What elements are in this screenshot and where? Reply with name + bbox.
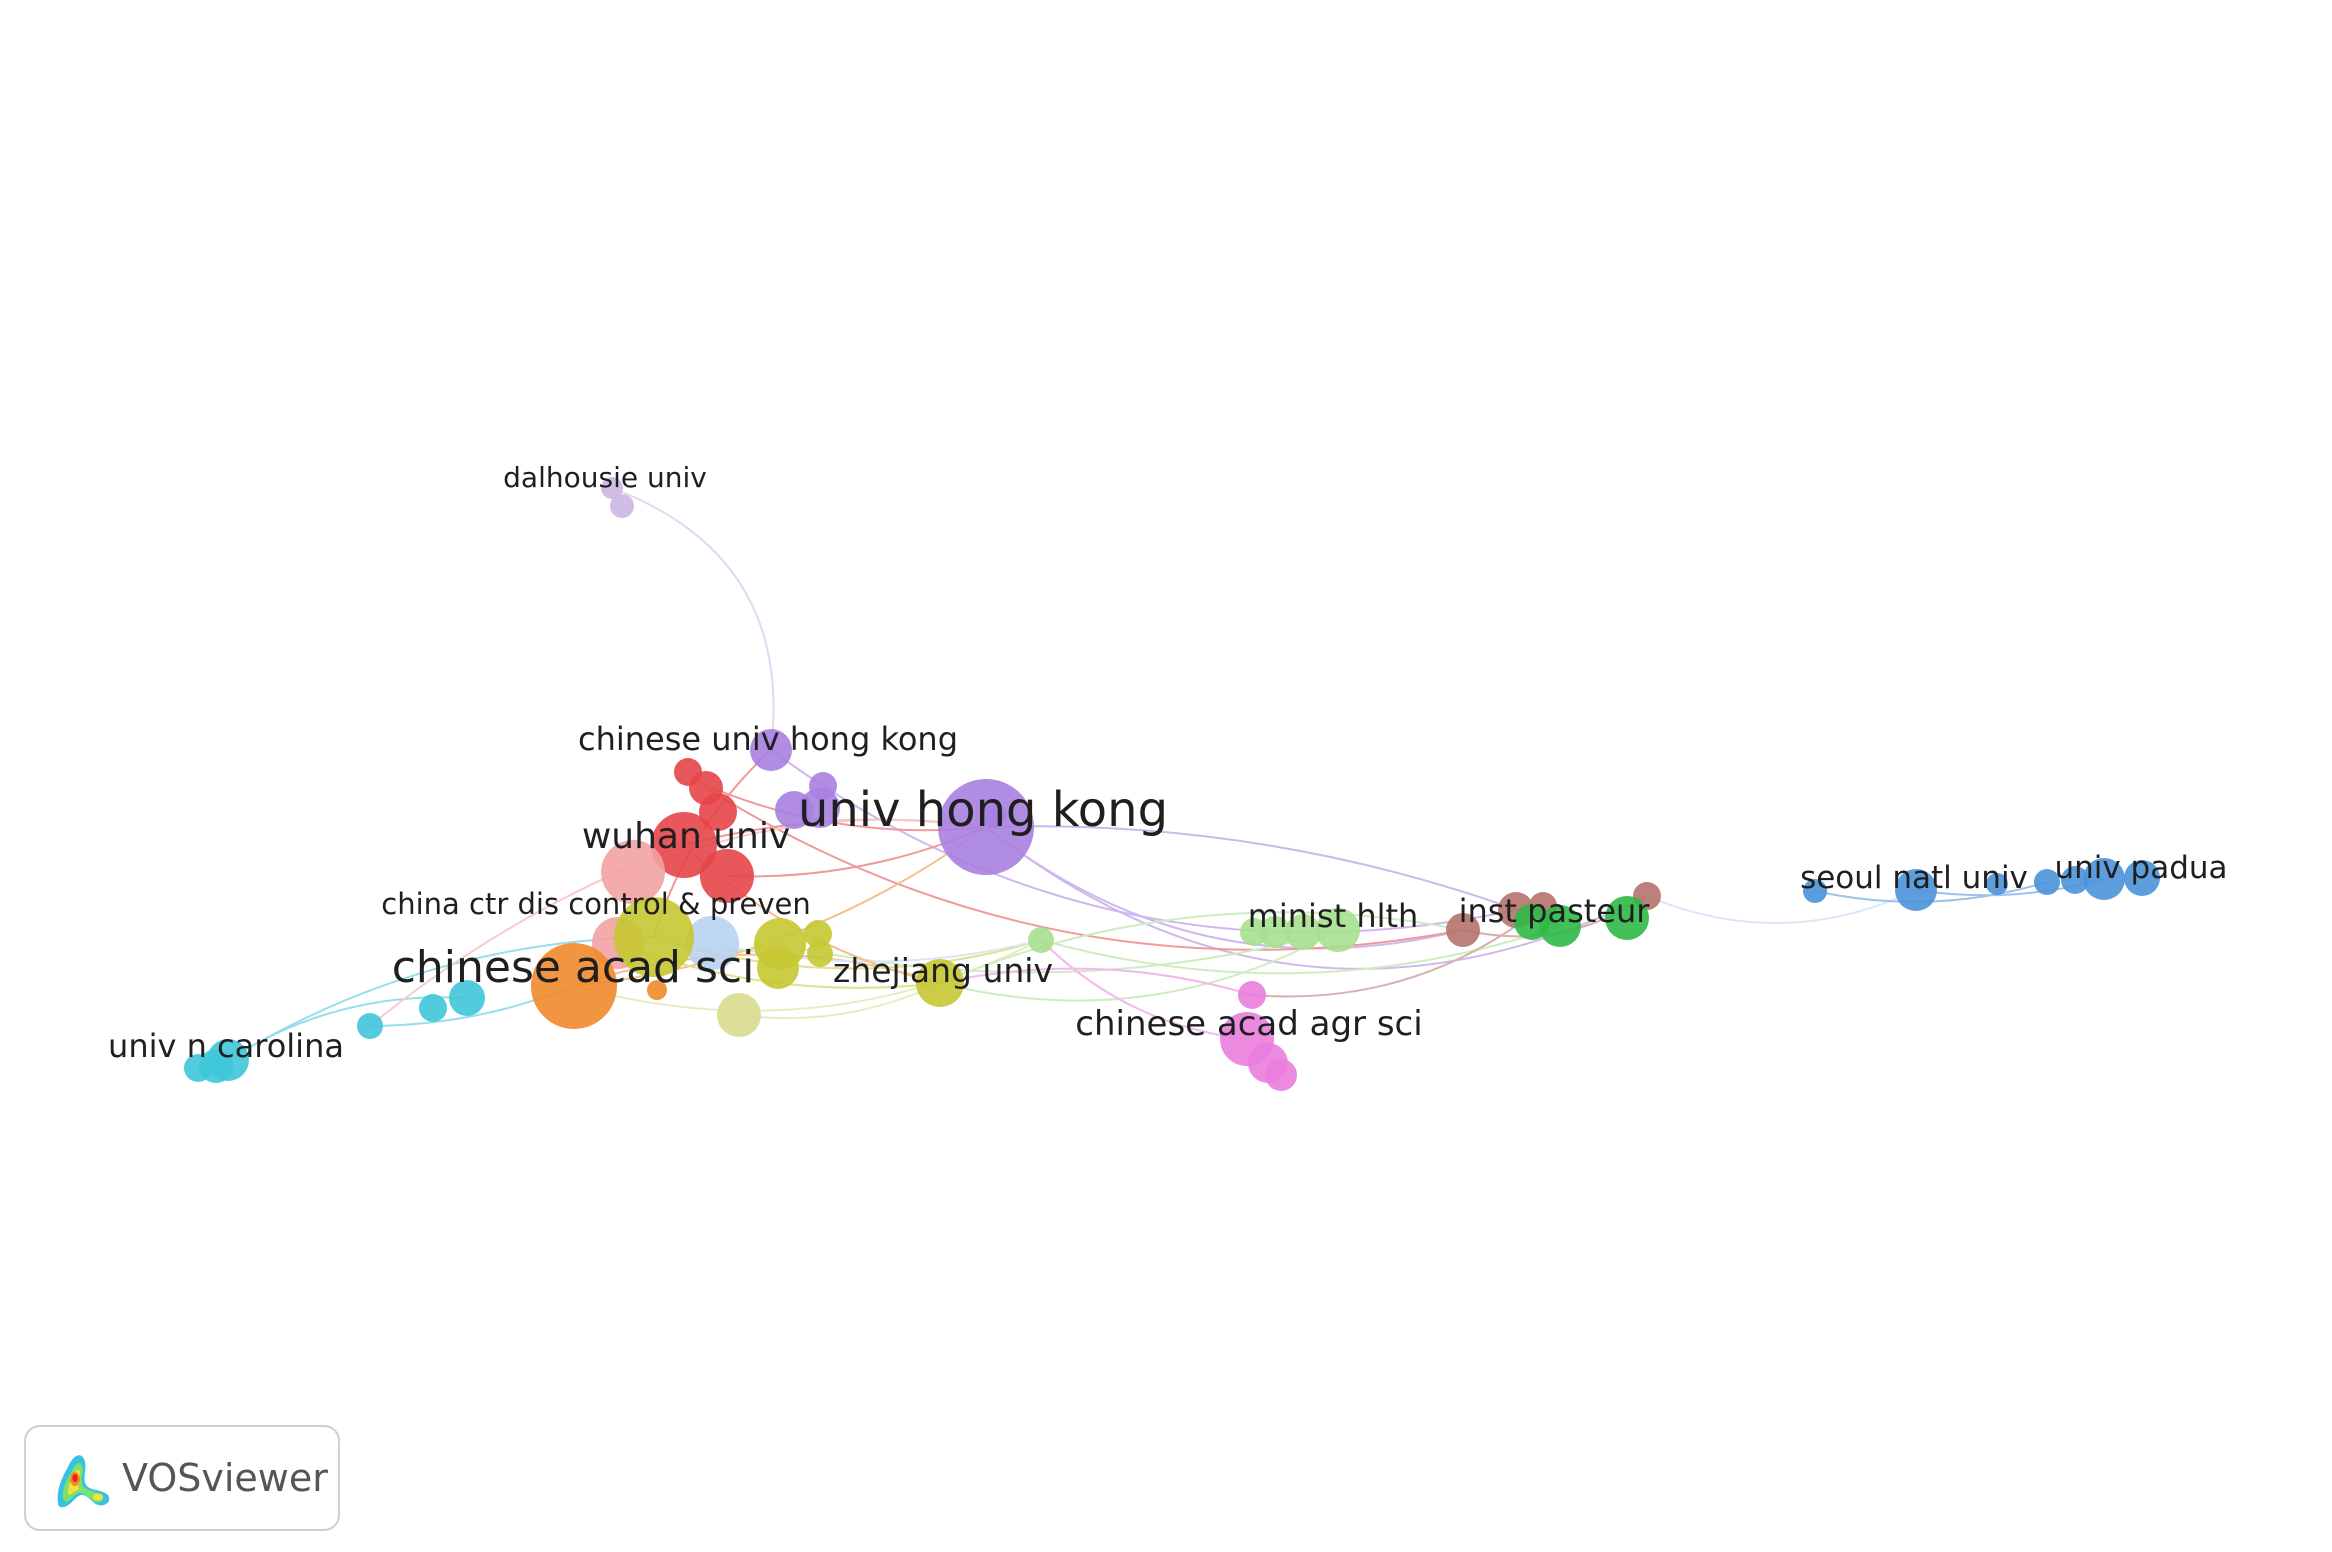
link-cuhk-brown [770, 749, 1517, 934]
link-pasteur-seoul [1646, 889, 1917, 925]
zhejiang-univ-node[interactable] [916, 959, 964, 1007]
brown-node-a[interactable] [1446, 913, 1480, 947]
link-unc-ccdc [227, 936, 655, 1061]
cyan-node-b[interactable] [419, 994, 447, 1022]
seoul-natl-univ-node[interactable] [1895, 869, 1937, 911]
network-nodes [184, 477, 2160, 1091]
dalhousie-univ-node[interactable] [601, 477, 623, 499]
magenta-node-a[interactable] [1238, 981, 1266, 1009]
node-label-chinese-acad-sci: chinese acad sci [392, 942, 755, 993]
link-zhejiang-magenta [939, 967, 1253, 996]
olive-node-b[interactable] [757, 947, 799, 989]
vosviewer-badge: VOSviewer [24, 1425, 340, 1531]
khaki-node[interactable] [717, 993, 761, 1037]
link-zhejiang-minist [939, 929, 1339, 1002]
blue-node-b[interactable] [1986, 873, 2008, 895]
vosviewer-brand-name: VOSviewer [122, 1456, 328, 1500]
magenta-node-c[interactable] [1265, 1059, 1297, 1091]
light-blue-node[interactable] [685, 916, 739, 970]
orange-node-a[interactable] [647, 980, 667, 1000]
univ-n-carolina-node[interactable] [207, 1039, 249, 1081]
node-label-china-ctr-dis-control: china ctr dis control & preven [381, 887, 811, 921]
vosviewer-density-logo-icon [57, 1455, 110, 1508]
dalhousie-partner-node[interactable] [610, 494, 634, 518]
link-hku-pasteur [985, 825, 1561, 927]
link-lightgreen-pasteur [1040, 925, 1561, 975]
red-node-d[interactable] [700, 849, 754, 903]
green-node-b[interactable] [1605, 896, 1649, 940]
blue-node-d[interactable] [2061, 866, 2089, 894]
red-node-c[interactable] [699, 793, 737, 831]
light-green-node-c[interactable] [1259, 916, 1291, 948]
node-label-zhejiang-univ: zhejiang univ [833, 951, 1053, 990]
minist-hlth-node[interactable] [1316, 908, 1360, 952]
blue-node-c[interactable] [2034, 869, 2060, 895]
univ-padua-node[interactable] [2083, 858, 2125, 900]
china-ctr-dis-control-node[interactable] [614, 897, 694, 977]
node-label-dalhousie-univ: dalhousie univ [503, 461, 707, 494]
blue-node-e[interactable] [2124, 860, 2160, 896]
link-lightgreen-agr [1040, 939, 1248, 1040]
olive-node-c[interactable] [804, 920, 832, 948]
node-label-minist-hlth: minist hlth [1248, 897, 1419, 935]
link-zhejiang-brown [939, 911, 1464, 984]
link-khaki-zhejiang [738, 982, 941, 1020]
chinese-univ-hong-kong-node[interactable] [750, 729, 792, 771]
link-dalhousie-cuhk [611, 487, 775, 751]
network-labels: univ hong kong chinese acad sci wuhan un… [108, 461, 2228, 1065]
inst-pasteur-node[interactable] [1539, 905, 1581, 947]
chinese-acad-sci-node[interactable] [531, 943, 617, 1029]
node-label-seoul-natl-univ: seoul natl univ [1800, 860, 2028, 896]
node-label-chinese-univ-hong-kong: chinese univ hong kong [578, 720, 958, 758]
link-olive-minist [779, 929, 1339, 974]
univ-hong-kong-node[interactable] [938, 779, 1034, 875]
node-label-univ-n-carolina: univ n carolina [108, 1027, 344, 1065]
purple-node-d[interactable] [980, 802, 1006, 828]
node-label-inst-pasteur: inst pasteur [1459, 892, 1651, 930]
cyan-node-c[interactable] [449, 980, 485, 1016]
purple-node-c[interactable] [800, 788, 840, 828]
node-label-wuhan-univ: wuhan univ [582, 816, 790, 857]
wuhan-univ-node[interactable] [651, 812, 717, 878]
pink-node-a[interactable] [601, 840, 665, 904]
node-label-chinese-acad-agr-sci: chinese acad agr sci [1075, 1004, 1422, 1044]
node-label-univ-padua: univ padua [2054, 850, 2227, 886]
blue-node-a[interactable] [1803, 879, 1827, 903]
light-green-node-d[interactable] [1285, 914, 1321, 950]
link-magenta-brown [1251, 905, 1544, 998]
light-green-node-a[interactable] [1028, 927, 1054, 953]
node-label-univ-hong-kong: univ hong kong [798, 782, 1168, 838]
cyan-node-a[interactable] [357, 1013, 383, 1039]
olive-node-d[interactable] [807, 941, 833, 967]
